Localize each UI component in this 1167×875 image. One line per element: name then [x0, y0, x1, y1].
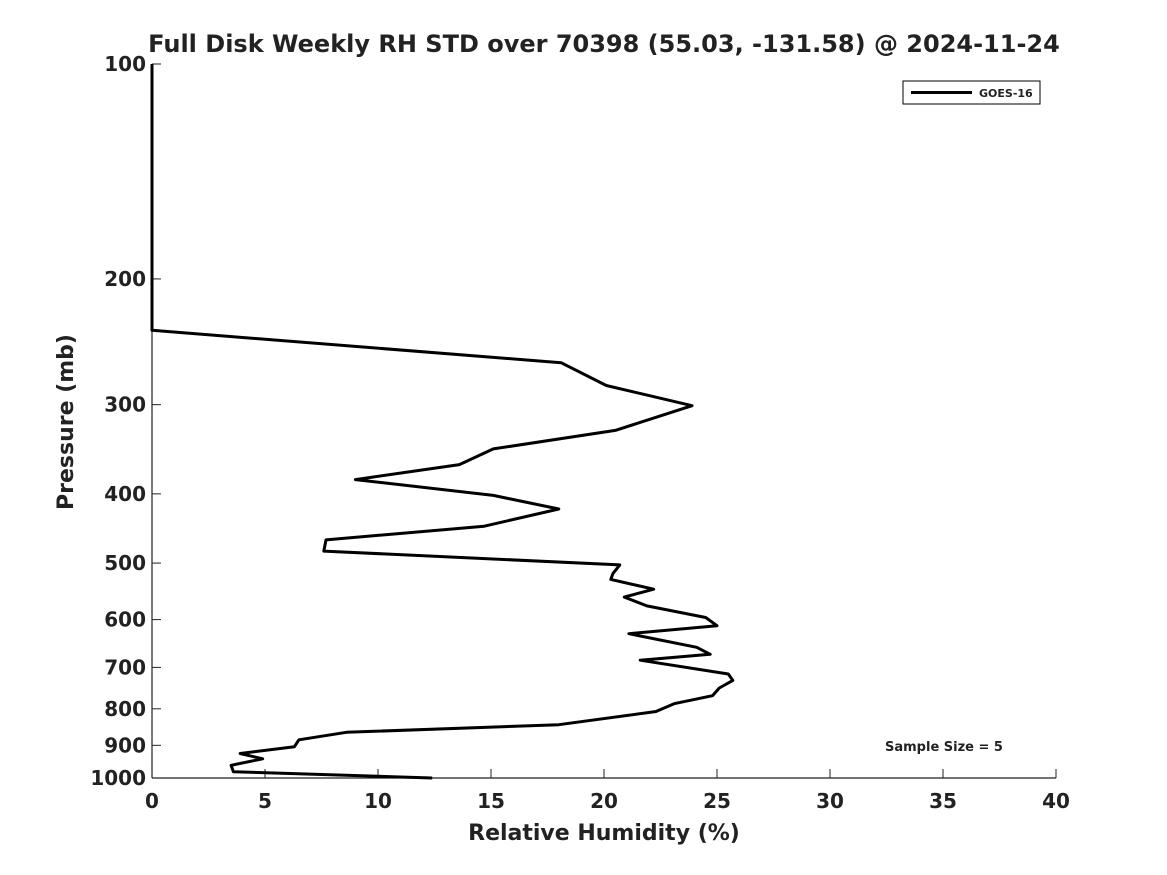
sample-size-annotation: Sample Size = 5: [885, 740, 1003, 755]
y-tick-label: 1000: [90, 766, 146, 790]
legend: GOES-16: [902, 80, 1041, 105]
x-tick-label: 30: [816, 789, 844, 813]
y-tick-label: 300: [104, 393, 146, 417]
x-tick-label: 35: [929, 789, 957, 813]
y-tick-label: 100: [104, 52, 146, 76]
y-tick-label: 800: [104, 697, 146, 721]
x-tick-label: 5: [258, 789, 272, 813]
series-line: [150, 64, 735, 780]
x-tick-label: 20: [590, 789, 618, 813]
series-layer: [150, 64, 735, 780]
y-tick-label: 200: [104, 267, 146, 291]
x-tick-label: 25: [703, 789, 731, 813]
y-tick-label: 400: [104, 482, 146, 506]
x-axis-label: Relative Humidity (%): [468, 821, 740, 846]
y-tick-label: 500: [104, 551, 146, 575]
y-axis-label: Pressure (mb): [54, 334, 79, 510]
y-tick-label: 700: [104, 655, 146, 679]
x-tick-label: 0: [145, 789, 159, 813]
y-tick-label: 900: [104, 733, 146, 757]
x-tick-label: 40: [1042, 789, 1070, 813]
y-tick-label: 600: [104, 608, 146, 632]
x-tick-label: 15: [477, 789, 505, 813]
x-tick-label: 10: [364, 789, 392, 813]
axes: 0 5 10 15 20 25 30 35 40 100 200 300 400 500 600 700 800…: [90, 52, 1070, 813]
legend-label: GOES-16: [979, 87, 1033, 100]
chart-title: Full Disk Weekly RH STD over 70398 (55.0…: [148, 30, 1060, 58]
